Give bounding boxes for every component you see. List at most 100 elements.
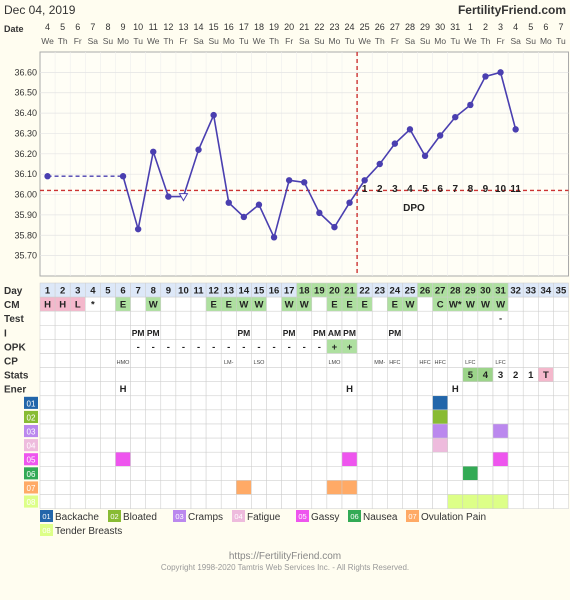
table-cell <box>54 437 71 453</box>
date-label: 4 <box>45 22 50 32</box>
table-cell <box>356 480 373 495</box>
date-label: 18 <box>254 22 264 32</box>
table-cell <box>538 451 554 467</box>
temp-point <box>225 199 232 206</box>
table-cell <box>432 310 448 326</box>
table-cell <box>236 494 252 509</box>
table-cell <box>402 409 418 425</box>
table-cell <box>356 367 373 382</box>
table-cell <box>236 423 252 439</box>
table-cell <box>100 409 116 425</box>
table-cell <box>85 325 101 340</box>
table-cell <box>387 451 403 467</box>
table-cell <box>54 310 71 326</box>
table-cell <box>205 423 222 439</box>
table-cell-text: + <box>347 342 353 353</box>
table-cell-text: - <box>137 342 140 353</box>
table-cell-text: - <box>272 342 275 353</box>
table-cell <box>281 381 297 397</box>
table-cell <box>538 423 554 439</box>
table-cell <box>296 466 313 481</box>
table-cell-text: 6 <box>120 286 125 297</box>
table-cell <box>130 395 146 411</box>
table-cell <box>522 494 539 509</box>
footer-copyright: Copyright 1998-2020 Tamtris Web Services… <box>160 563 410 572</box>
table-cell-text: LSO <box>253 360 265 366</box>
table-cell <box>100 423 116 439</box>
y-tick-label-left: 35.80 <box>14 230 37 240</box>
table-cell <box>387 339 403 354</box>
y-tick-label-left: 36.60 <box>14 67 37 77</box>
table-cell <box>160 423 177 439</box>
table-cell <box>371 367 388 382</box>
table-cell <box>553 409 569 425</box>
weekday-label: Su <box>314 36 325 46</box>
weekday-label: We <box>464 36 477 46</box>
table-cell <box>477 325 494 340</box>
table-cell <box>205 367 222 382</box>
table-cell <box>462 339 479 354</box>
table-cell-text: PM <box>237 328 250 338</box>
table-cell <box>417 451 433 467</box>
table-cell <box>100 437 116 453</box>
row-label-left: Day <box>4 286 23 297</box>
table-cell <box>296 325 313 340</box>
temp-point <box>406 126 414 133</box>
table-cell <box>236 381 252 397</box>
weekday-label: Tu <box>345 36 355 46</box>
temp-point <box>376 160 383 168</box>
table-cell <box>492 466 509 481</box>
table-cell <box>130 451 146 467</box>
table-cell <box>39 367 56 382</box>
table-cell <box>145 494 162 509</box>
table-cell <box>417 494 433 509</box>
table-cell <box>507 381 524 397</box>
date-label: 29 <box>420 22 430 32</box>
table-cell-text: - <box>197 342 200 353</box>
table-cell <box>205 395 222 411</box>
temp-point <box>195 146 202 153</box>
table-cell <box>417 339 433 354</box>
table-cell-text: 7 <box>136 286 141 297</box>
table-cell <box>69 310 86 326</box>
table-cell <box>326 480 343 495</box>
table-cell <box>100 296 116 312</box>
y-tick-label-left: 36.40 <box>14 108 37 118</box>
table-cell <box>175 466 192 481</box>
date-label: 8 <box>105 22 110 32</box>
table-cell <box>130 409 146 425</box>
table-cell <box>311 296 328 312</box>
table-cell <box>522 409 539 425</box>
table-cell <box>190 409 207 425</box>
table-cell-text: 35 <box>556 286 567 297</box>
table-cell <box>190 367 207 382</box>
table-cell <box>356 381 373 397</box>
temp-point <box>497 69 504 76</box>
table-cell <box>54 494 71 509</box>
table-cell <box>311 423 328 439</box>
table-cell <box>100 339 116 354</box>
table-cell <box>477 451 494 467</box>
table-cell <box>402 339 418 354</box>
table-cell <box>251 325 267 340</box>
table-cell <box>432 325 448 340</box>
table-cell <box>492 480 509 495</box>
table-cell <box>553 367 569 382</box>
table-cell <box>326 437 343 453</box>
table-cell <box>251 381 267 397</box>
table-cell <box>190 437 207 453</box>
table-cell <box>115 451 131 467</box>
table-cell <box>447 353 464 368</box>
symptom-code-left: 04 <box>27 442 36 451</box>
table-cell <box>145 381 162 397</box>
weekday-label: Tu <box>239 36 249 46</box>
table-cell <box>522 480 539 495</box>
table-cell <box>220 325 237 340</box>
table-cell <box>432 451 448 467</box>
table-cell <box>85 451 101 467</box>
table-cell <box>54 381 71 397</box>
temp-point <box>467 101 474 109</box>
table-cell <box>432 480 448 495</box>
footer-url[interactable]: https://FertilityFriend.com <box>228 551 342 562</box>
table-cell <box>160 367 177 382</box>
